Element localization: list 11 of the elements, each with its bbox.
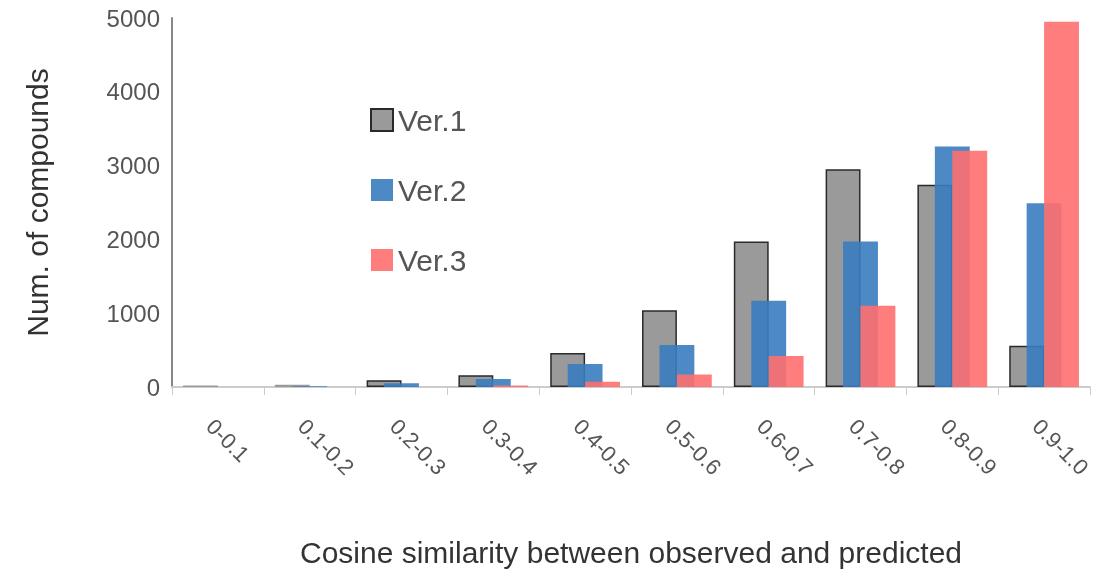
y-tick-label: 0 (146, 373, 160, 401)
y-tick-label: 2000 (106, 225, 160, 253)
y-tick-label: 3000 (106, 152, 160, 180)
y-tick-label: 4000 (106, 78, 160, 106)
legend-label: Ver.3 (398, 243, 467, 277)
y-tick-label: 1000 (106, 299, 160, 327)
y-axis-title: Num. of compounds (20, 68, 54, 337)
legend-label: Ver.2 (398, 173, 467, 207)
x-axis-title: Cosine similarity between observed and predicted (299, 535, 963, 569)
legend-label: Ver.1 (398, 103, 467, 137)
y-tick-label: 5000 (106, 4, 160, 32)
